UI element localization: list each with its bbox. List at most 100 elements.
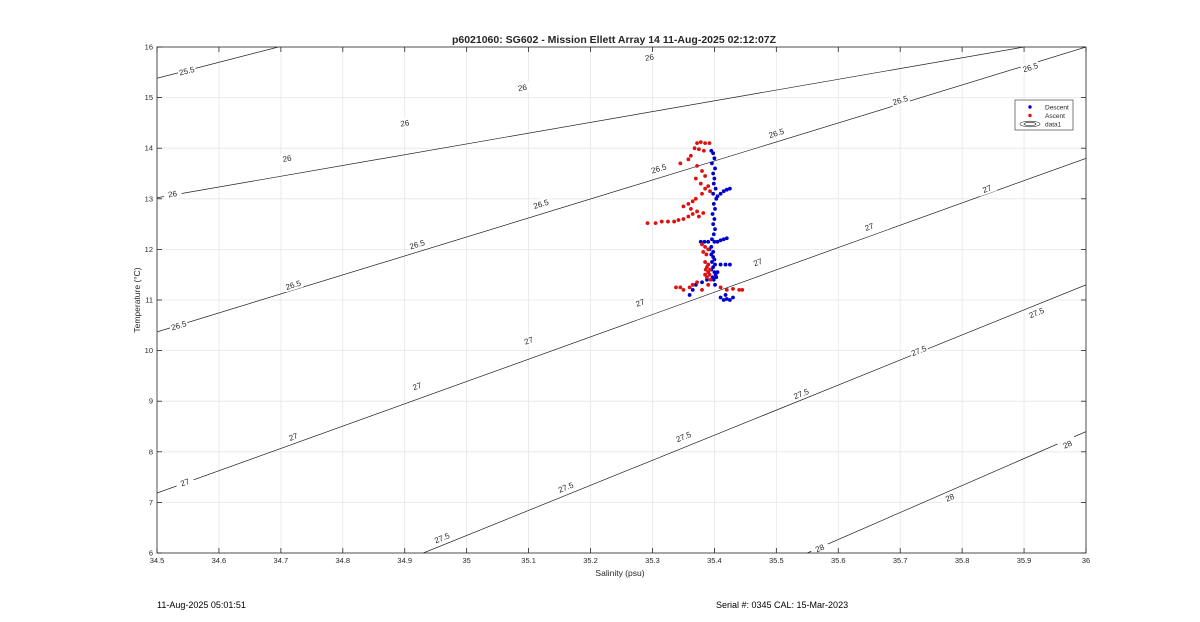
contour-label-bg [162,187,183,201]
descent-point [710,161,714,166]
x-tick-label: 34.9 [397,556,412,565]
ascent-point [700,287,704,292]
ascent-point [706,184,711,189]
x-tick-label: 35.4 [707,556,722,565]
descent-point [718,191,723,196]
y-tick-label: 11 [145,296,153,305]
footer-serial: Serial #: 0345 CAL: 15-Mar-2023 [716,600,849,610]
contour-label-bg [283,428,304,445]
contour-label-bg [1026,304,1047,321]
footer-timestamp: 11-Aug-2025 05:01:51 [157,600,246,610]
contour-label-bg [395,116,415,130]
x-tick-label: 34.6 [212,556,227,565]
contour-label-bg [283,277,304,293]
ascent-point [690,199,695,204]
ascent-point [695,280,699,285]
contour-label-bg [790,385,812,402]
contour-27: 27 27 27 27 27 27 27 27 [157,157,1086,494]
x-tick-label: 35.8 [955,556,970,565]
contour-label-bg [407,236,428,252]
contour-label: 27 [179,477,191,489]
ascent-point [678,161,683,166]
contour-label: 26.5 [768,127,786,140]
descent-point [715,270,720,275]
ascent-point [645,221,650,225]
ascent-point [703,267,708,272]
ascent-point [674,285,678,290]
descent-point [712,176,717,181]
descent-point [718,238,723,243]
ascent-point [695,209,699,214]
descent-point [727,262,732,267]
contour-label-bg [747,254,768,270]
ascent-point [740,287,745,292]
grid [156,46,1087,554]
ascent-point [686,157,691,162]
descent-point [713,166,717,171]
contour-26: 26 26 26 26 26 [157,47,1025,201]
descent-point [731,295,735,300]
ascent-point [708,189,712,194]
descent-point [723,293,728,297]
contour-label-bg [1020,59,1041,75]
ascent-point [697,147,701,152]
ascent-point [666,219,670,224]
contour-line [157,47,279,79]
contour-label: 27 [752,257,764,269]
contour-label: 27 [864,221,876,233]
descent-point [711,191,716,196]
x-tick-label: 35.3 [645,556,660,565]
descent-point [711,232,716,237]
contour-label-bg [639,50,660,64]
ascent-point [693,176,698,181]
contour-line [807,431,1086,553]
ascent-point [706,282,711,287]
descent-point [714,275,719,280]
contour-label-bg [673,428,694,445]
contour-label-bg [555,479,576,496]
ascent-point [708,277,713,282]
y-tick-label: 14 [145,144,153,153]
descent-point [721,298,726,302]
y-tick-label: 10 [145,346,153,355]
contour-label: 27 [635,297,647,309]
descent-point [702,239,707,244]
legend-descent-label: Descent [1045,104,1069,111]
contour-line [423,284,1086,553]
descent-point [724,187,729,192]
contour-26_5: 26.526.526.526.526.526.526.526.5 [157,47,1086,333]
ascent-point [705,275,709,280]
x-tick-label: 35.6 [831,556,846,565]
legend-data1-marker-inner [1023,122,1037,126]
y-axis-label: Temperature (°C) [132,267,142,332]
contour-label: 26.5 [532,198,550,211]
contour-label-bg [976,180,998,197]
ascent-point [681,217,686,221]
contour-label-bg [512,81,533,94]
contour-label: 26.5 [170,319,188,332]
descent-point [723,262,728,267]
contour-label-bg [859,218,880,235]
x-tick-label: 35.2 [583,556,598,565]
contour-label-bg [277,151,297,165]
ascent-point [695,164,699,168]
descent-point [712,239,717,244]
contour-label-bg [406,378,428,394]
contour-label: 26 [282,154,293,164]
contour-line [157,47,1086,333]
descent-point [721,189,726,194]
ascent-point [678,285,683,290]
series-ascent [645,140,745,292]
ascent-point [706,247,711,252]
ascent-point [704,252,709,257]
x-tick-label: 35.9 [1017,556,1032,565]
ascent-point [681,204,686,209]
y-tick-label: 13 [145,194,153,203]
descent-point [712,217,717,221]
ascent-point [686,214,691,219]
y-tick-label: 15 [145,93,153,102]
descent-point [718,295,723,300]
ascent-point [688,153,693,158]
